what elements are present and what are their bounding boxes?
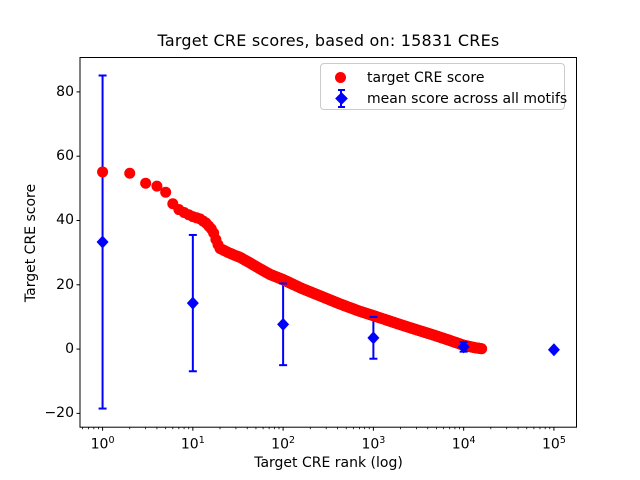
legend-label: mean score across all motifs [367, 90, 568, 107]
legend-item-mean-score: mean score across all motifs [321, 88, 568, 109]
y-tick-label: 40 [56, 212, 74, 229]
axes-frame [79, 57, 577, 428]
x-tick-label: 100 [90, 435, 115, 453]
blue-errorbar-cap-icon [337, 106, 345, 108]
legend-marker-cell [321, 88, 361, 109]
blue-diamond [96, 235, 109, 249]
red-point [140, 177, 152, 189]
x-tick-label: 102 [271, 435, 296, 453]
y-tick-label: 80 [56, 83, 74, 100]
y-tick-label: 20 [56, 276, 74, 293]
blue-diamond-marker-icon [334, 92, 348, 105]
legend-marker-cell [321, 67, 361, 88]
legend: target CRE score mean score across all m… [320, 63, 568, 110]
x-axis-ticks [82, 427, 555, 431]
red-point [97, 166, 109, 178]
blue-diamond [367, 331, 380, 345]
red-scatter-series [97, 166, 488, 355]
legend-label: target CRE score [367, 69, 485, 86]
red-point [160, 186, 172, 198]
blue-diamond [457, 340, 470, 354]
y-tick-label: 60 [56, 148, 74, 165]
x-tick-label: 105 [541, 435, 566, 453]
red-point [476, 343, 488, 355]
x-tick-label: 103 [361, 435, 386, 453]
red-point [151, 180, 163, 192]
x-tick-label: 104 [451, 435, 476, 453]
y-tick-label: 0 [65, 341, 74, 358]
axes-spines [79, 57, 577, 428]
y-axis-ticks [76, 91, 80, 414]
blue-diamond [277, 317, 290, 331]
y-tick-label: −20 [44, 405, 74, 422]
blue-diamond [186, 296, 199, 310]
x-tick-label: 101 [180, 435, 205, 453]
chart-title: Target CRE scores, based on: 15831 CREs [157, 31, 500, 50]
blue-diamond [547, 343, 560, 357]
y-axis-label: Target CRE score [23, 183, 39, 303]
x-axis-label: Target CRE rank (log) [254, 455, 403, 471]
red-circle-marker-icon [335, 72, 346, 83]
red-point [124, 167, 136, 179]
blue-errorbar-lines [101, 75, 555, 409]
blue-mean-markers [96, 74, 560, 410]
legend-item-target-cre-score: target CRE score [321, 67, 564, 88]
blue-errorbar-cap-icon [337, 89, 345, 91]
